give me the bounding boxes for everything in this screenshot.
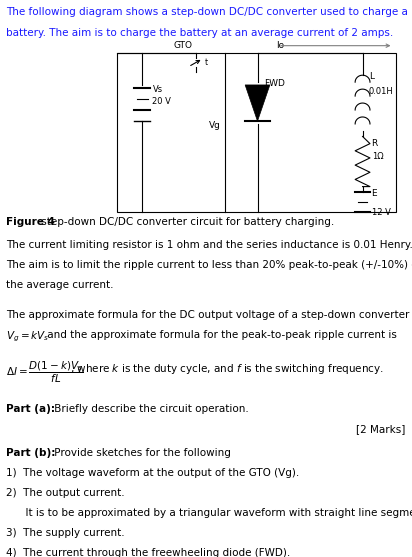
- Text: Provide sketches for the following: Provide sketches for the following: [51, 448, 231, 458]
- Text: 1Ω: 1Ω: [372, 152, 383, 161]
- Text: the average current.: the average current.: [6, 280, 114, 290]
- Text: 1)  The voltage waveform at the output of the GTO (Vg).: 1) The voltage waveform at the output of…: [6, 468, 300, 478]
- Text: $V_g = kV_s$: $V_g = kV_s$: [6, 330, 50, 344]
- Text: [2 Marks]: [2 Marks]: [356, 424, 406, 434]
- Text: battery. The aim is to charge the battery at an average current of 2 amps.: battery. The aim is to charge the batter…: [6, 28, 393, 38]
- Polygon shape: [245, 85, 270, 121]
- Text: 0.01H: 0.01H: [369, 87, 393, 96]
- Text: 2)  The output current.: 2) The output current.: [6, 488, 125, 498]
- Text: 12 V: 12 V: [372, 208, 391, 217]
- Text: 4)  The current through the freewheeling diode (FWD).: 4) The current through the freewheeling …: [6, 548, 290, 557]
- Text: Part (b):: Part (b):: [6, 448, 56, 458]
- Text: step-down DC/DC converter circuit for battery charging.: step-down DC/DC converter circuit for ba…: [38, 217, 335, 227]
- Text: Vg: Vg: [208, 121, 220, 130]
- Text: Io: Io: [276, 41, 284, 50]
- Text: The approximate formula for the DC output voltage of a step-down converter is: The approximate formula for the DC outpu…: [6, 310, 412, 320]
- Text: Part (a):: Part (a):: [6, 404, 55, 414]
- Text: Vs: Vs: [152, 85, 163, 94]
- Text: $\Delta I = \dfrac{D(1-k)V_s}{fL}$: $\Delta I = \dfrac{D(1-k)V_s}{fL}$: [6, 360, 84, 385]
- Text: and the approximate formula for the peak-to-peak ripple current is: and the approximate formula for the peak…: [44, 330, 397, 340]
- Text: The following diagram shows a step-down DC/DC converter used to charge a: The following diagram shows a step-down …: [6, 7, 408, 17]
- Text: The current limiting resistor is 1 ohm and the series inductance is 0.01 Henry.: The current limiting resistor is 1 ohm a…: [6, 240, 412, 250]
- Text: L: L: [369, 72, 374, 81]
- Bar: [117, 53, 396, 212]
- Text: Figure 4: Figure 4: [6, 217, 55, 227]
- Text: It is to be approximated by a triangular waveform with straight line segments.: It is to be approximated by a triangular…: [6, 508, 412, 518]
- Text: 3)  The supply current.: 3) The supply current.: [6, 528, 125, 538]
- Text: , where $k$ is the duty cycle, and $f$ is the switching frequency.: , where $k$ is the duty cycle, and $f$ i…: [70, 362, 384, 376]
- Text: Briefly describe the circuit operation.: Briefly describe the circuit operation.: [51, 404, 248, 414]
- Text: 20 V: 20 V: [152, 97, 171, 106]
- Text: The aim is to limit the ripple current to less than 20% peak-to-peak (+/-10%) of: The aim is to limit the ripple current t…: [6, 260, 412, 270]
- Text: FWD: FWD: [264, 80, 285, 89]
- Text: t: t: [205, 58, 208, 67]
- Text: R: R: [372, 139, 378, 148]
- Text: E: E: [372, 189, 377, 198]
- Text: GTO: GTO: [174, 41, 193, 50]
